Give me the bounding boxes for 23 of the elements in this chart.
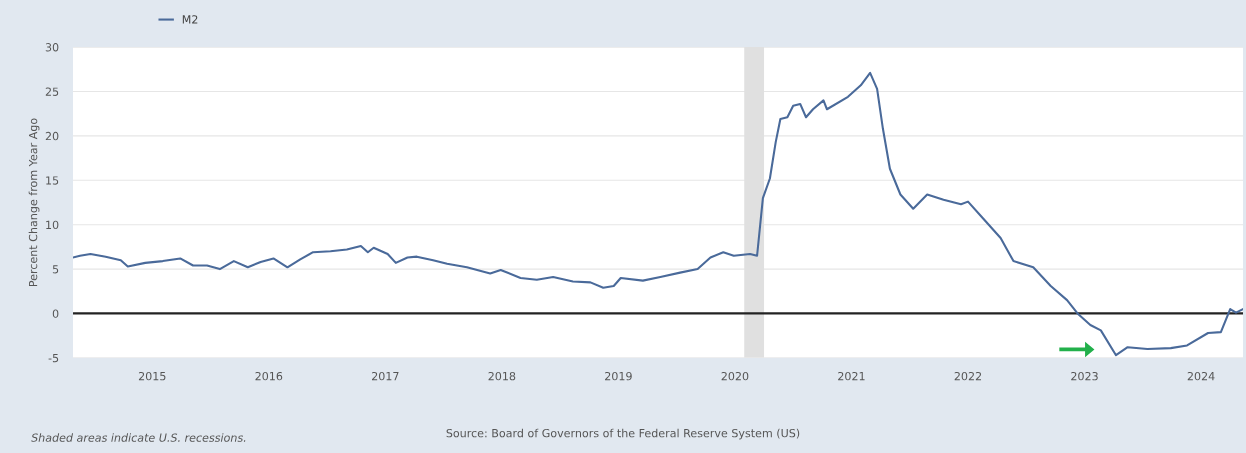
x-tick-label: 2020 [721, 371, 749, 381]
x-tick-label: 2024 [1187, 371, 1215, 381]
x-tick-label: 2018 [488, 371, 516, 381]
x-tick-label: 2023 [1071, 371, 1098, 381]
y-tick-label: 0 [52, 309, 59, 318]
y-tick-label: 5 [52, 265, 59, 274]
x-tick-label: 2017 [372, 371, 399, 381]
y-tick-label: 30 [45, 43, 59, 52]
x-tick-label: 2019 [605, 371, 632, 381]
x-tick-label: 2016 [255, 371, 283, 381]
y-axis-title: Percent Change from Year Ago [28, 118, 40, 287]
line-series [73, 71, 1244, 357]
y-tick-label: 20 [45, 131, 59, 141]
text: Shaded areas indicate U.S. recessions. [31, 433, 246, 442]
x-tick-label: 2022 [954, 371, 982, 381]
source-note: Source: Board of Governors of the Federal Reserve System (US) [446, 428, 800, 440]
y-tick-label: 15 [46, 176, 59, 185]
x-tick-label: 2021 [838, 371, 865, 381]
legend-label: M2 [182, 15, 198, 24]
y-tick-label: 25 [45, 87, 59, 96]
x-tick-label: 2015 [138, 371, 166, 381]
y-tick-label: -5 [48, 353, 59, 363]
y-tick-label: 10 [46, 220, 59, 230]
